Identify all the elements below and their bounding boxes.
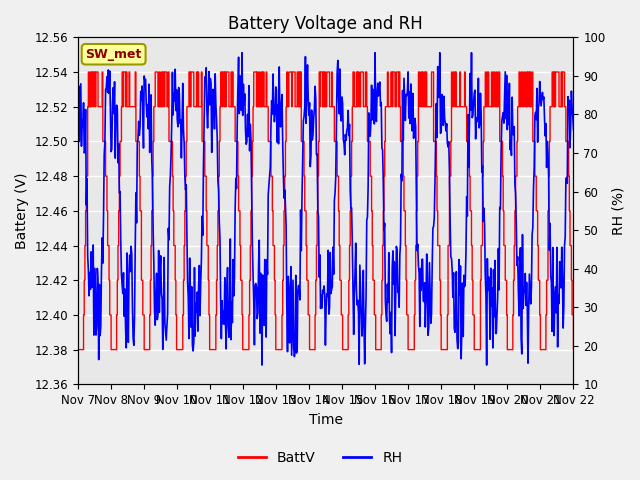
Y-axis label: Battery (V): Battery (V) bbox=[15, 173, 29, 249]
Y-axis label: RH (%): RH (%) bbox=[611, 187, 625, 235]
Legend: BattV, RH: BattV, RH bbox=[232, 445, 408, 471]
X-axis label: Time: Time bbox=[308, 413, 343, 427]
Title: Battery Voltage and RH: Battery Voltage and RH bbox=[228, 15, 423, 33]
Text: SW_met: SW_met bbox=[86, 48, 142, 61]
